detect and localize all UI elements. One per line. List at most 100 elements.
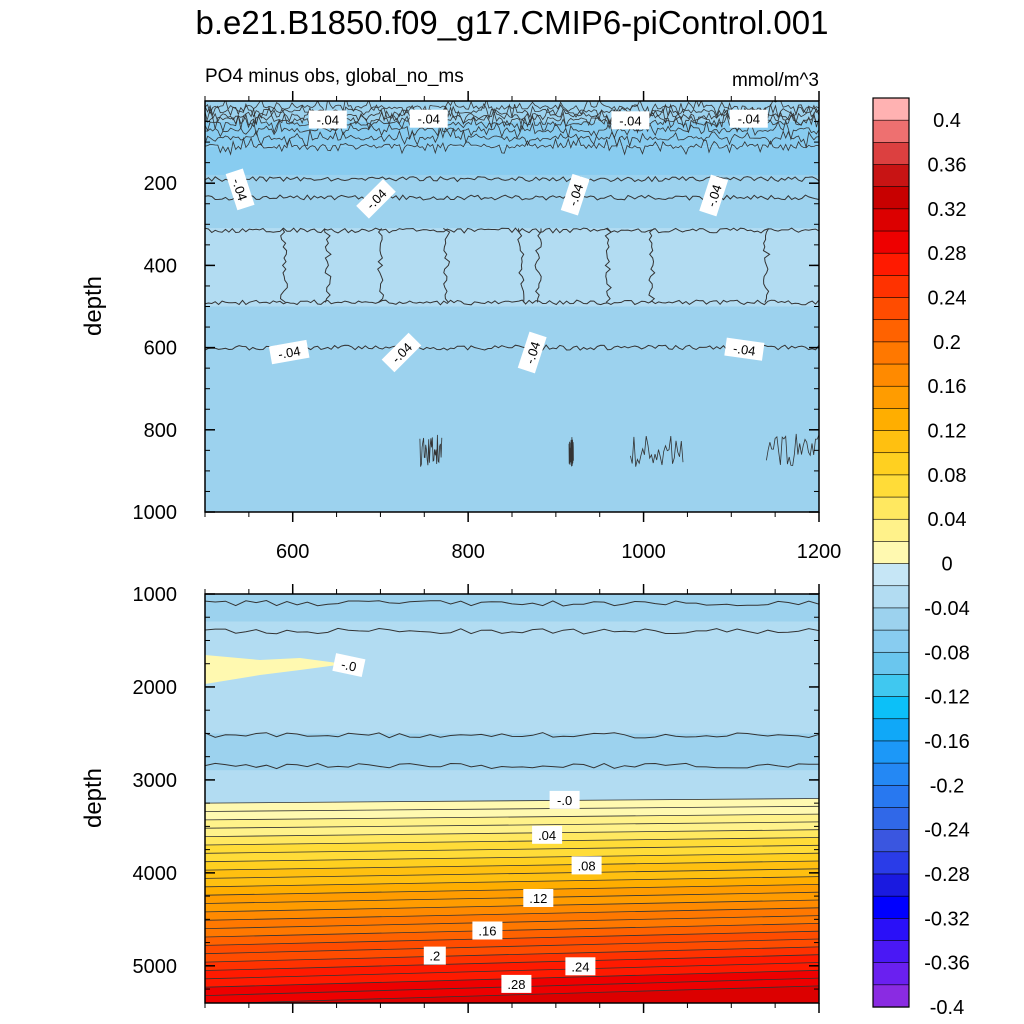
colorbar-swatch	[872, 940, 910, 964]
contour-label-text: -.0	[557, 793, 572, 808]
upper-contour-line	[443, 227, 451, 303]
colorbar-swatch	[872, 918, 910, 942]
x-tick-label: 600	[276, 541, 309, 563]
lower-positive-tongue	[205, 655, 345, 684]
contour-label: .04	[532, 825, 563, 844]
y-tick-label: 200	[144, 173, 177, 195]
contour-label: -.04	[724, 337, 765, 361]
colorbar-swatch	[872, 119, 910, 143]
x-tick-label: 800	[451, 541, 484, 563]
lower-contour-line	[222, 985, 819, 1003]
lower-contour-line	[205, 627, 819, 635]
lower-contour-line	[205, 899, 819, 913]
colorbar-swatch	[872, 341, 910, 365]
colorbar-swatch	[872, 962, 910, 986]
colorbar-swatch	[872, 807, 910, 831]
lower-fill-band	[235, 985, 819, 1003]
upper-contour-line	[377, 228, 385, 303]
colorbar-label: 0.24	[928, 288, 967, 310]
contour-label-text: .16	[478, 924, 496, 939]
lower-contour-line	[205, 962, 819, 980]
colorbar-swatch	[872, 275, 910, 299]
contour-label-text: .2	[429, 949, 440, 964]
colorbar-label: 0.12	[928, 421, 967, 443]
upper-contour-line	[205, 136, 819, 156]
contour-label-text: .28	[507, 977, 525, 992]
colorbar-label: -0.28	[924, 864, 970, 886]
upper-fill-band	[205, 195, 819, 229]
upper-fill-band	[205, 174, 819, 196]
lower-contour-line	[205, 891, 819, 904]
colorbar-label: 0	[941, 554, 952, 576]
colorbar-swatch	[872, 873, 910, 897]
y-tick-label: 1000	[133, 502, 178, 524]
contour-label: .24	[565, 957, 596, 976]
lower-contour-line	[205, 813, 819, 821]
lower-contour-line	[205, 852, 819, 863]
colorbar-swatch	[872, 430, 910, 454]
colorbar-swatch	[872, 252, 910, 276]
colorbar-label: 0.08	[928, 465, 967, 487]
colorbar-swatch	[872, 674, 910, 698]
contour-label: .2	[423, 946, 446, 965]
colorbar-label: -0.24	[924, 820, 970, 842]
colorbar-label: -0.32	[924, 908, 970, 930]
colorbar-swatch	[872, 142, 910, 166]
contour-label-text: .24	[571, 959, 589, 974]
colorbar-swatch	[872, 718, 910, 742]
upper-contour-line	[205, 127, 819, 148]
y-tick-label: 2000	[133, 677, 178, 699]
colorbar-swatch	[872, 518, 910, 543]
lower-contour-line	[205, 876, 819, 888]
upper-contour-line	[205, 112, 819, 134]
lower-contour-line	[205, 844, 819, 854]
contour-label-text: -.04	[738, 112, 760, 127]
colorbar-swatch	[872, 851, 910, 875]
lower-fill-band	[205, 770, 819, 804]
colorbar-label: 0.16	[928, 376, 967, 398]
colorbar-swatch	[872, 607, 910, 631]
lower-contour-line	[205, 915, 819, 929]
lower-fill-band	[205, 621, 819, 734]
colorbar-frame	[872, 97, 910, 1008]
lower-contour-line	[205, 732, 819, 739]
lower-contour-line	[205, 923, 819, 938]
colorbar-swatch	[872, 762, 910, 786]
colorbar-swatch	[872, 297, 910, 321]
colorbar-swatch	[872, 541, 910, 565]
contour-label-text: -.04	[732, 341, 756, 359]
colorbar-swatch	[872, 385, 910, 409]
contour-label: .16	[472, 921, 503, 940]
contour-label: .28	[501, 974, 532, 993]
contour-label-text: -.04	[417, 112, 439, 127]
y-tick-label: 800	[144, 420, 177, 442]
colorbar-swatch	[872, 474, 910, 498]
colorbar-swatch	[872, 629, 910, 653]
lower-y-axis-label: depth	[80, 768, 107, 828]
chart-title: b.e21.B1850.f09_g17.CMIP6-piControl.001	[196, 4, 829, 41]
colorbar-swatch	[872, 984, 910, 1008]
contour-label: .08	[571, 856, 602, 875]
contour-label-text: -.04	[619, 113, 641, 128]
contour-label: -.04	[308, 110, 347, 129]
lower-contour-line	[205, 821, 819, 829]
colorbar-swatch	[872, 452, 910, 476]
colorbar-swatch	[872, 563, 910, 587]
upper-contour-line	[604, 227, 612, 303]
contour-label: .12	[523, 889, 554, 907]
contour-label: -.04	[560, 173, 590, 216]
contour-label: -.04	[268, 339, 310, 365]
contour-label: -.04	[517, 331, 547, 374]
colorbar-swatch	[872, 895, 910, 919]
colorbar-label: -0.04	[924, 598, 970, 620]
colorbar-swatch	[872, 97, 910, 121]
contour-label-text: .08	[578, 858, 596, 873]
colorbar-label: 0.4	[933, 110, 961, 132]
colorbar-swatch	[872, 186, 910, 210]
lower-contour-line	[205, 930, 819, 946]
upper-contour-line	[205, 101, 819, 118]
upper-contour-line	[324, 228, 332, 303]
upper-fill-band	[205, 347, 819, 512]
lower-contour-line	[205, 954, 819, 971]
lower-contour-line	[205, 860, 819, 871]
